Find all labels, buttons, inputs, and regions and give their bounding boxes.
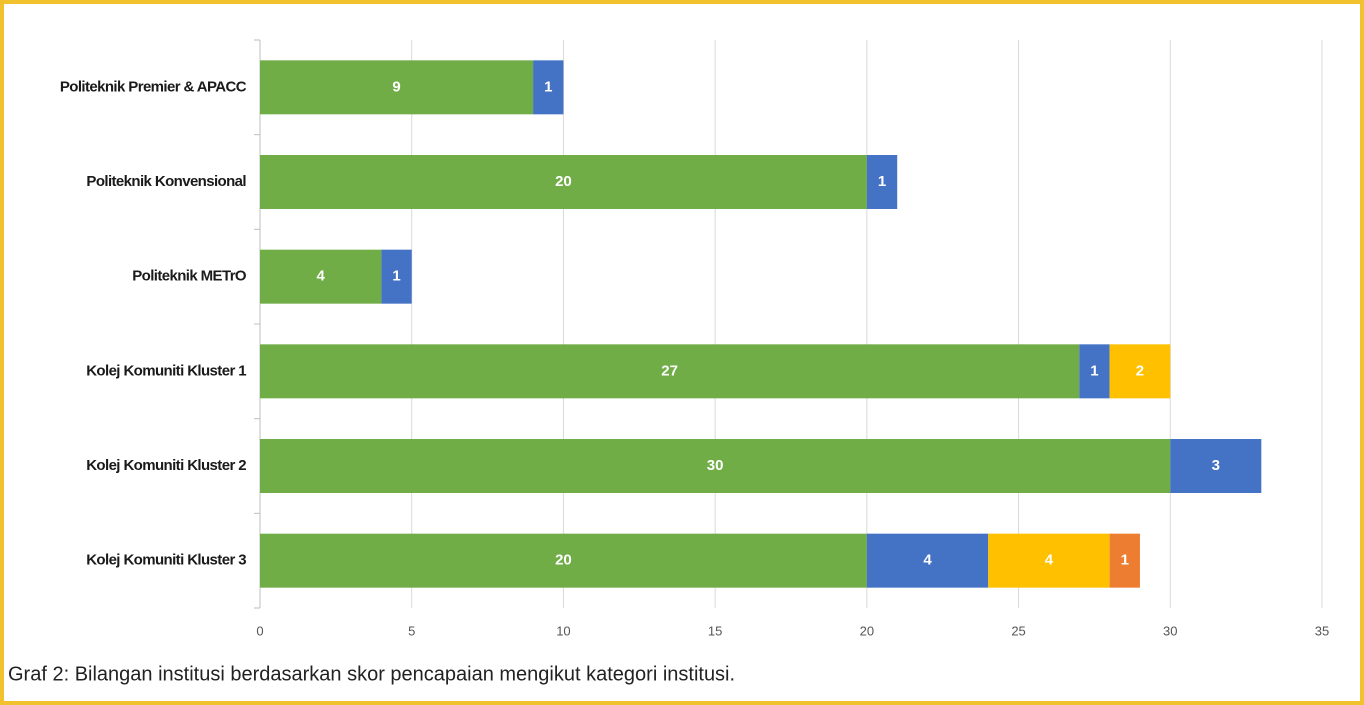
x-tick-label: 10 [556,623,570,638]
y-tick-label: Kolej Komuniti Kluster 2 [86,457,246,474]
x-tick-label: 30 [1163,623,1177,638]
x-tick-label: 35 [1315,623,1329,638]
data-label: 27 [661,362,678,379]
data-label: 4 [317,268,326,285]
data-label: 2 [1136,362,1144,379]
data-label: 1 [1121,552,1129,569]
data-label: 1 [1090,362,1098,379]
data-label: 30 [707,457,724,474]
y-tick-label: Kolej Komuniti Kluster 3 [86,552,246,569]
data-label: 3 [1212,457,1220,474]
bar-segment [988,533,1110,588]
x-tick-label: 25 [1011,623,1025,638]
bar-segment [381,249,412,304]
bar-segment [260,533,867,588]
data-label: 4 [1045,552,1054,569]
x-tick-label: 20 [860,623,874,638]
x-tick-label: 0 [256,623,263,638]
y-tick-label: Politeknik Konvensional [86,173,246,190]
bar-segment [866,155,898,209]
data-label: 1 [878,173,886,190]
data-label: 1 [392,268,400,285]
bar-segment [1079,344,1110,399]
bar-segment [533,60,564,115]
y-tick-label: Politeknik METrO [132,268,247,285]
bar-segment [866,533,989,588]
x-tick-label: 15 [708,623,722,638]
data-label: 9 [392,78,400,95]
y-tick-label: Kolej Komuniti Kluster 1 [86,362,246,379]
bar-segment [260,60,534,115]
data-label: 1 [544,78,552,95]
y-tick-label: Politeknik Premier & APACC [60,78,247,95]
bar-segment [260,249,382,304]
bar-segment [1109,533,1140,588]
x-tick-label: 5 [408,623,415,638]
bar-segment [1170,439,1262,493]
data-label: 20 [555,173,572,190]
bar-segment [260,344,1080,399]
bar-segment [260,155,867,209]
data-label: 4 [923,552,932,569]
bar-segment [260,439,1171,493]
data-label: 20 [555,552,572,569]
bar-segment [1109,344,1171,399]
caption: Graf 2: Bilangan institusi berdasarkan s… [8,663,735,685]
